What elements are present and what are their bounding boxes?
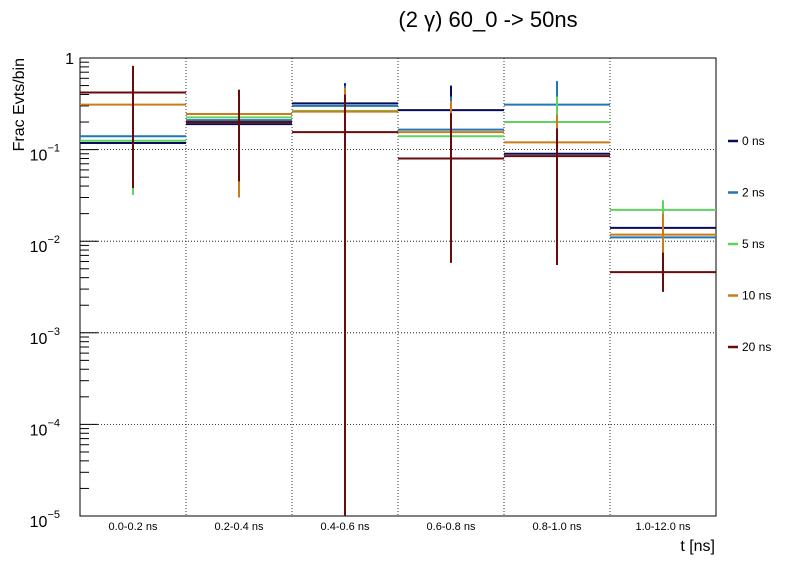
y-tick-label: 10−5 <box>30 509 60 531</box>
y-tick-exponent: −4 <box>47 417 60 429</box>
y-tick-label: 10−2 <box>30 234 60 256</box>
legend-label: 5 ns <box>742 237 765 251</box>
x-tick-label: 0.4-0.6 ns <box>321 521 370 533</box>
x-tick-label: 0.0-0.2 ns <box>109 521 158 533</box>
legend-item: 10 ns <box>728 289 771 303</box>
y-tick-label: 10−4 <box>30 417 60 439</box>
legend-item: 5 ns <box>728 237 765 251</box>
x-tick-label: 0.2-0.4 ns <box>215 521 264 533</box>
y-axis: 10−5 10−4 10−3 10−2 10−1 1 <box>30 51 98 531</box>
series-2 <box>80 89 716 516</box>
series-4 <box>80 65 716 516</box>
x-axis-label: t [ns] <box>680 538 715 555</box>
legend-label: 20 ns <box>742 340 771 354</box>
y-tick-label: 10−1 <box>30 143 60 165</box>
legend-item: 0 ns <box>728 134 765 148</box>
gridlines <box>80 58 716 516</box>
y-axis-label: Frac Evts/bin <box>11 58 28 151</box>
x-tick-label: 1.0-12.0 ns <box>635 521 691 533</box>
y-tick-exponent: −3 <box>47 326 60 338</box>
y-tick-exponent: −1 <box>47 143 60 155</box>
x-tick-label: 0.8-1.0 ns <box>533 521 582 533</box>
legend-item: 2 ns <box>728 186 765 200</box>
series-layer <box>80 65 716 516</box>
chart-title: (2 γ) 60_0 -> 50ns <box>398 7 577 32</box>
legend: 0 ns 2 ns 5 ns 10 ns 20 ns <box>728 134 771 354</box>
y-tick-label: 10−3 <box>30 326 60 348</box>
y-tick-exponent: −2 <box>47 234 60 246</box>
legend-label: 10 ns <box>742 289 771 303</box>
plot-frame <box>79 57 717 517</box>
legend-label: 2 ns <box>742 186 765 200</box>
legend-label: 0 ns <box>742 134 765 148</box>
legend-item: 20 ns <box>728 340 771 354</box>
x-tick-label: 0.6-0.8 ns <box>427 521 476 533</box>
y-tick-label: 1 <box>65 51 74 68</box>
x-axis: 0.0-0.2 ns 0.2-0.4 ns 0.4-0.6 ns 0.6-0.8 ns… <box>109 521 691 533</box>
y-tick-exponent: −5 <box>47 509 60 521</box>
